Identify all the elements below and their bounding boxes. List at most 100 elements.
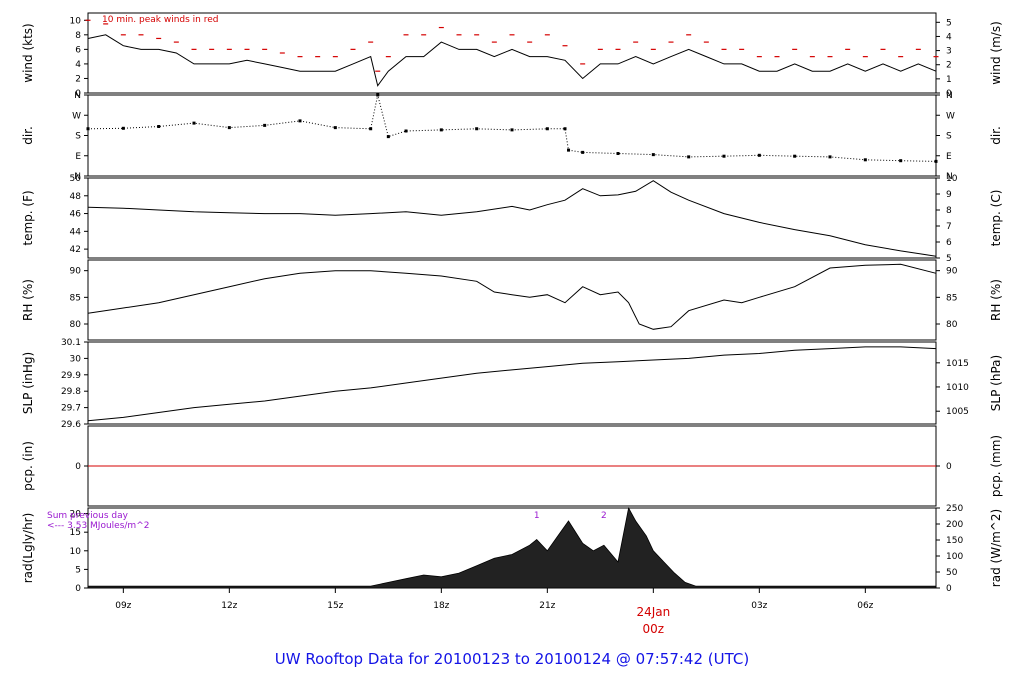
dir-rtick-label: E [946,152,952,162]
dir-point [581,150,585,154]
dir-ytick-label: N [74,172,81,182]
rh-ylabel: RH (%) [21,279,35,321]
x-tick-label: 06z [857,601,873,611]
temp-rtick-label: 8 [946,206,952,216]
temp-ytick-label: 46 [70,210,82,220]
rad-peak-label: 1 [534,511,540,521]
wind-rtick-label: 2 [946,61,952,71]
x-date-sub: 00z [643,622,665,636]
rad-ytick-label: 15 [70,528,81,538]
rad-ylabel: rad(Lgly/hr) [21,513,35,584]
slp-ylabel-right: SLP (hPa) [989,355,1003,411]
rh-series-line [87,263,937,330]
rad-rtick-label: 150 [946,536,963,546]
temp-rtick-label: 9 [946,190,952,200]
dir-point [793,154,797,158]
rh-ytick-label: 90 [70,267,82,277]
rad-series-area [87,506,937,589]
dir-point [439,128,443,132]
temp-ylabel-right: temp. (C) [989,190,1003,247]
rad-ytick-label: 20 [70,510,82,520]
rad-rtick-label: 0 [946,584,952,594]
rh-rtick-label: 80 [946,320,958,330]
slp-rtick-label: 1010 [946,383,969,393]
rh-ytick-label: 85 [70,293,81,303]
pcp-ylabel-right: pcp. (mm) [989,435,1003,497]
dir-point [934,159,938,163]
rad-rtick-label: 50 [946,568,958,578]
dir-point [404,129,408,133]
wind-ytick-label: 2 [75,74,81,84]
dir-point [192,121,196,125]
wind-ylabel-right: wind (m/s) [989,21,1003,85]
wind-ytick-label: 8 [75,31,81,41]
slp-ytick-label: 29.6 [61,420,81,430]
panel-rh: 80 85 90 80 85 90 RH (%) RH (%) [21,259,1003,341]
wind-annotation: 10 min. peak winds in red [102,15,219,25]
slp-ylabel: SLP (inHg) [21,352,35,414]
chart-footer: UW Rooftop Data for 20100123 to 20100124… [274,650,750,668]
dir-point [298,119,302,123]
pcp-ytick-label: 0 [75,462,81,472]
dir-rtick-label: W [946,111,955,121]
slp-ytick-label: 29.9 [61,371,81,381]
rh-ytick-label: 80 [70,320,82,330]
dir-ytick-label: S [75,132,81,142]
dir-ylabel: dir. [21,126,35,145]
temp-ytick-label: 44 [70,227,82,237]
dir-ytick-label: E [75,152,81,162]
wind-rtick-label: 1 [946,75,952,85]
temp-ytick-label: 48 [70,192,82,202]
rh-ylabel-right: RH (%) [989,279,1003,321]
pcp-rtick-label: 0 [946,462,952,472]
dir-point [567,148,571,152]
x-tick-label: 09z [115,601,131,611]
panel-wind: 0 2 4 6 8 10 0 1 2 3 4 5 wind (kts) wind (m/s) 10 min.… [21,12,1003,99]
dir-point [757,153,761,157]
wind-rtick-label: 5 [946,18,952,28]
temp-rtick-label: 10 [946,174,958,184]
dir-series-trace [87,94,937,162]
slp-series-line [87,346,937,422]
x-tick-label: 15z [327,601,343,611]
wind-ytick-label: 4 [75,60,81,70]
wind-ytick-label: 10 [70,16,82,26]
x-tick-label: 03z [751,601,767,611]
dir-point [333,126,337,130]
rad-rtick-label: 200 [946,520,963,530]
slp-frame [87,341,937,425]
dir-point [369,127,373,131]
rad-note-line1: Sum previous day [47,511,129,521]
dir-rtick-label: N [946,172,953,182]
panel-temp: 42 44 46 48 50 5 6 7 8 9 10 temp. (F) temp. (C) [21,174,1003,264]
dir-ylabel-right: dir. [989,126,1003,145]
slp-ytick-label: 29.8 [61,387,81,397]
pcp-ylabel: pcp. (in) [21,441,35,491]
rad-rtick-label: 250 [946,504,963,514]
dir-frame [87,94,937,177]
temp-ylabel: temp. (F) [21,190,35,245]
x-tick-label: 18z [433,601,449,611]
wind-ytick-label: 6 [75,45,81,55]
slp-rtick-label: 1005 [946,407,969,417]
wind-ytick-label: 0 [75,89,81,99]
dir-point [722,154,726,158]
wind-rtick-label: 3 [946,47,952,57]
wind-rtick-label: 4 [946,32,952,42]
rad-ylabel-right: rad (W/m^2) [989,509,1003,587]
dir-point [899,159,903,163]
dir-point [121,126,125,130]
rh-frame [87,259,937,341]
dir-ytick-label: N [74,91,81,101]
rh-rtick-label: 85 [946,293,957,303]
dir-point [616,152,620,155]
rad-ytick-label: 0 [75,584,81,594]
rad-note-line2: <--- 3.53 MJoules/m^2 [47,521,149,531]
dir-rtick-label: S [946,132,952,142]
panel-pcp: 0 0 pcp. (in) pcp. (mm) [21,425,1003,507]
temp-rtick-label: 7 [946,222,952,232]
temp-rtick-label: 5 [946,254,952,264]
